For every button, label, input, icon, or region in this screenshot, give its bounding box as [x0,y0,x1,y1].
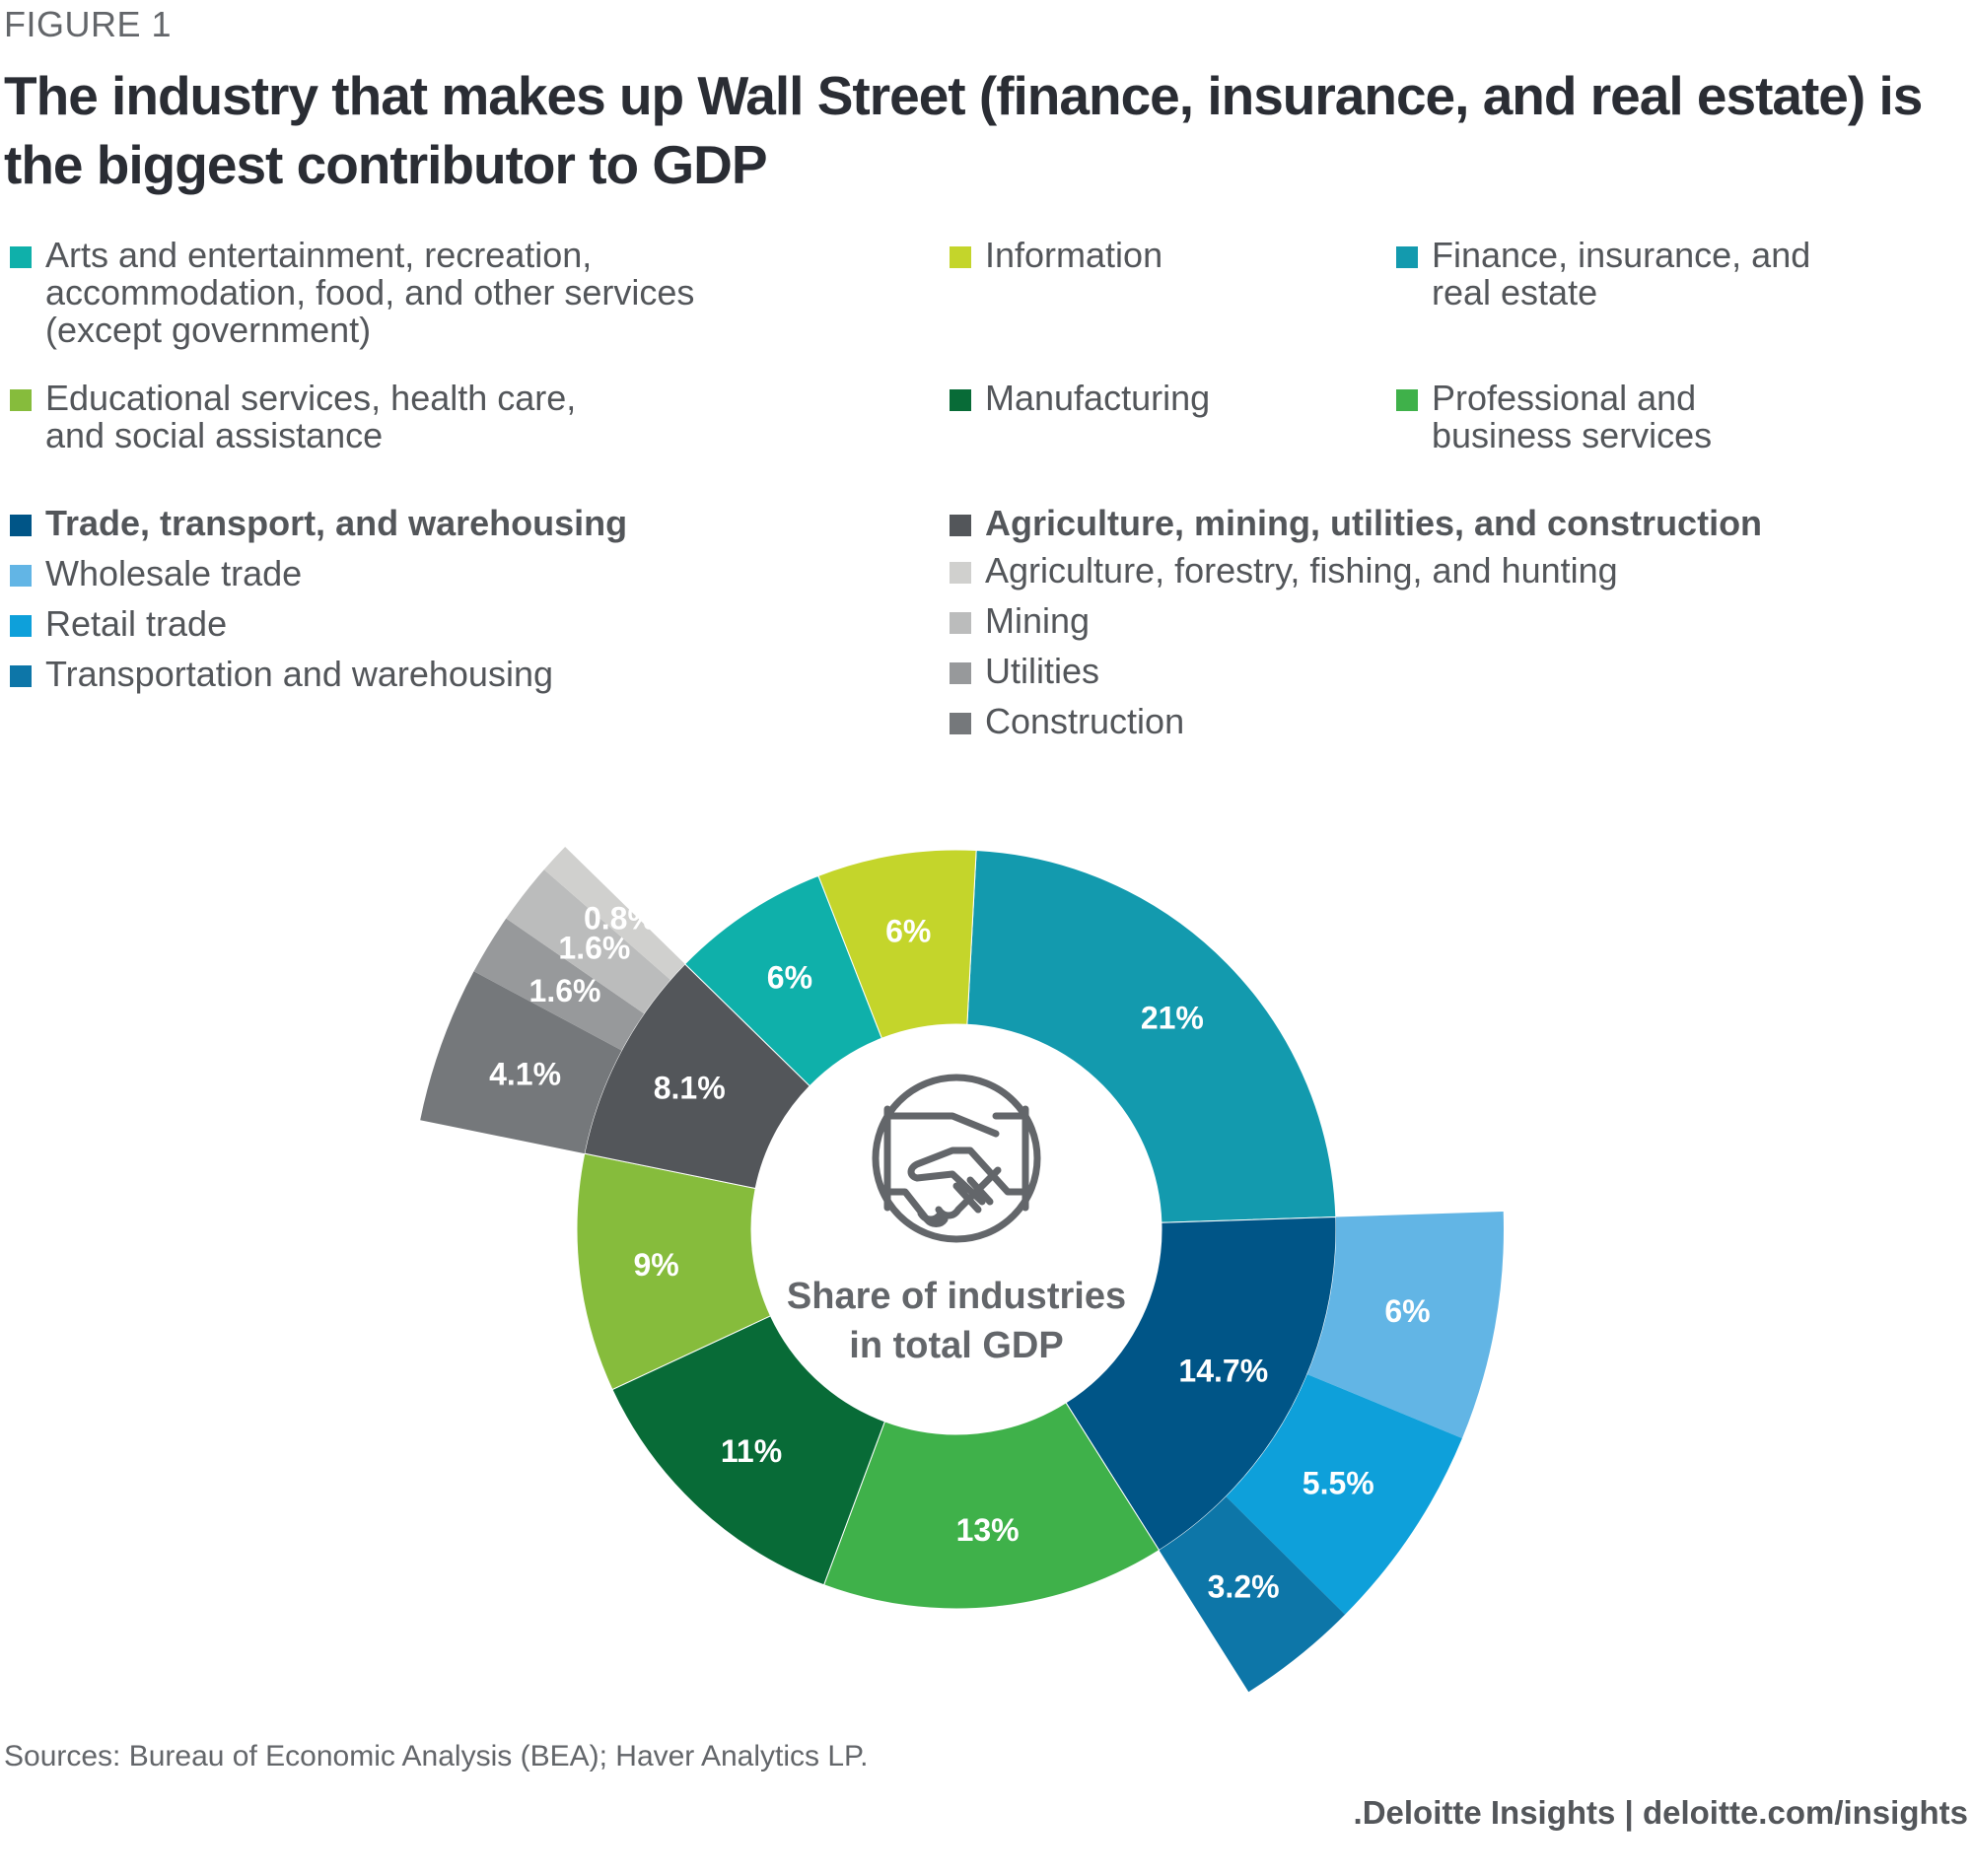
legend-swatch [10,246,32,268]
legend-swatch [10,615,32,637]
data-label: 1.6% [558,931,630,966]
sub-slice [1159,1496,1346,1693]
legend-swatch [950,713,971,734]
legend-swatch [950,662,971,684]
legend-swatch [10,389,32,411]
legend-swatch [950,389,971,411]
legend-swatch [1396,389,1418,411]
data-label: 8.1% [654,1070,726,1105]
sub-slice [473,918,645,1051]
sub-slice [1306,1211,1504,1439]
legend-swatch [1396,246,1418,268]
legend-label: Transportation and warehousing [45,654,553,694]
sub-slice [1226,1374,1462,1615]
legend-swatch [950,515,971,536]
data-label: 14.7% [1178,1354,1268,1389]
legend-label: Agriculture, forestry, fishing, and hunt… [985,550,1618,591]
donut-hole [751,1024,1162,1434]
data-label: 1.6% [529,973,601,1008]
legend-swatch [10,665,32,687]
legend-label: Utilities [985,651,1100,691]
data-label: 4.1% [489,1056,561,1091]
legend-swatch [950,246,971,268]
data-label: 6% [885,913,931,948]
data-label: 6% [1384,1293,1430,1329]
legend-label: Agriculture, mining, utilities, and cons… [985,503,1763,543]
legend-label: Trade, transport, and warehousing [45,503,628,543]
sub-slice [543,847,685,980]
legend-label: Wholesale trade [45,553,303,593]
legend-label: Manufacturing [985,378,1211,418]
legend-label: Professional and business services [1432,378,1713,455]
data-label: 5.5% [1303,1465,1374,1500]
legend-label: Mining [985,600,1091,641]
data-label: 9% [633,1247,678,1283]
legend-label: Educational services, health care, and s… [45,378,577,455]
source-note: Sources: Bureau of Economic Analysis (BE… [4,1740,869,1772]
figure-label: FIGURE 1 [4,4,173,44]
brand-footer: .Deloitte Insights | deloitte.com/insigh… [1353,1794,1968,1831]
legend-label: Retail trade [45,603,228,644]
handshake-icon [872,1074,1041,1243]
sub-slice [420,971,622,1154]
data-label: 6% [767,959,812,995]
data-label: 21% [1141,1000,1204,1035]
data-label: 3.2% [1208,1569,1280,1605]
chart-title: The industry that makes up Wall Street (… [4,65,1923,195]
sub-slice [506,869,670,1014]
legend-swatch [10,565,32,587]
legend-swatch [10,515,32,536]
legend-swatch [950,612,971,634]
data-label: 11% [721,1433,782,1469]
data-label: 0.8% [584,900,656,936]
center-label: Share of industries in total GDP [787,1276,1126,1366]
legend-label: Information [985,235,1163,275]
legend-label: Arts and entertainment, recreation, acco… [45,235,695,350]
data-label: 13% [956,1512,1020,1548]
legend-label: Construction [985,701,1185,741]
legend-label: Finance, insurance, and real estate [1432,235,1811,313]
legend-swatch [950,562,971,584]
